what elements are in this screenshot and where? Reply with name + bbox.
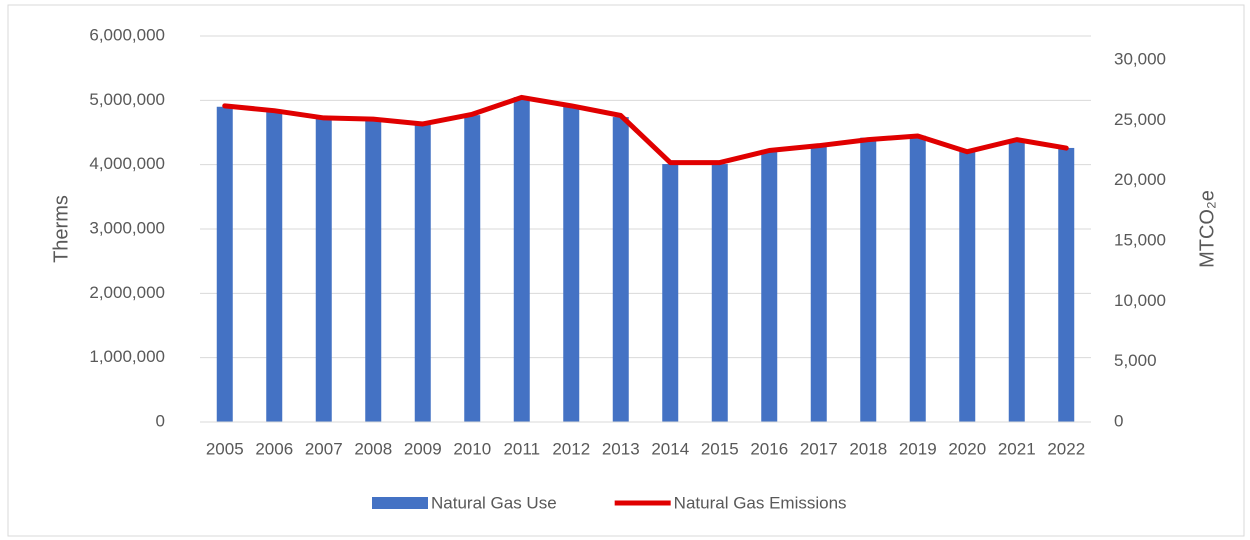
x-tick-label: 2021 bbox=[998, 439, 1036, 458]
bar bbox=[711, 164, 728, 423]
x-tick-label: 2005 bbox=[206, 439, 244, 458]
y2-tick-label: 10,000 bbox=[1114, 291, 1166, 310]
x-tick-label: 2015 bbox=[701, 439, 739, 458]
x-tick-label: 2018 bbox=[849, 439, 887, 458]
x-tick-label: 2022 bbox=[1047, 439, 1085, 458]
x-tick-label: 2006 bbox=[255, 439, 293, 458]
bar bbox=[1058, 147, 1075, 422]
x-tick-label: 2009 bbox=[404, 439, 442, 458]
y2-tick-label: 5,000 bbox=[1114, 351, 1157, 370]
bar bbox=[464, 115, 481, 422]
y-axis-title: Therms bbox=[50, 195, 72, 263]
y-tick-label: 3,000,000 bbox=[89, 218, 165, 237]
y-tick-label: 1,000,000 bbox=[89, 347, 165, 366]
x-tick-label: 2014 bbox=[651, 439, 689, 458]
bar bbox=[860, 137, 877, 422]
y-tick-label: 0 bbox=[156, 411, 165, 430]
y-tick-label: 4,000,000 bbox=[89, 154, 165, 173]
bar bbox=[959, 151, 976, 423]
legend-label: Natural Gas Emissions bbox=[674, 493, 847, 512]
bar bbox=[414, 124, 431, 423]
bar bbox=[612, 117, 629, 422]
x-tick-label: 2011 bbox=[503, 439, 540, 458]
bar bbox=[761, 149, 778, 422]
y2-tick-label: 30,000 bbox=[1114, 49, 1166, 68]
x-tick-label: 2008 bbox=[354, 439, 392, 458]
y2-axis-title: MTCO₂e bbox=[1196, 190, 1218, 268]
bar bbox=[662, 164, 679, 423]
x-tick-label: 2019 bbox=[899, 439, 937, 458]
legend-swatch bbox=[372, 497, 428, 509]
bar bbox=[563, 106, 580, 422]
x-tick-label: 2017 bbox=[800, 439, 838, 458]
bar bbox=[216, 106, 233, 423]
y2-tick-label: 25,000 bbox=[1114, 110, 1166, 129]
bar bbox=[365, 117, 382, 422]
bar bbox=[266, 110, 283, 423]
x-tick-label: 2013 bbox=[602, 439, 640, 458]
legend-label: Natural Gas Use bbox=[431, 493, 557, 512]
bar bbox=[810, 146, 827, 422]
bar bbox=[513, 97, 530, 422]
x-tick-label: 2012 bbox=[552, 439, 590, 458]
x-tick-label: 2010 bbox=[453, 439, 491, 458]
y-tick-label: 6,000,000 bbox=[89, 25, 165, 44]
line bbox=[222, 94, 1069, 166]
y2-tick-label: 0 bbox=[1114, 411, 1123, 430]
x-tick-label: 2007 bbox=[305, 439, 343, 458]
x-tick-label: 2020 bbox=[948, 439, 986, 458]
y-tick-label: 5,000,000 bbox=[89, 90, 165, 109]
y-tick-label: 2,000,000 bbox=[89, 283, 165, 302]
bar bbox=[1008, 139, 1025, 422]
bar bbox=[315, 117, 332, 422]
y2-tick-label: 15,000 bbox=[1114, 230, 1166, 249]
x-tick-label: 2016 bbox=[750, 439, 788, 458]
bar bbox=[909, 135, 926, 422]
y2-tick-label: 20,000 bbox=[1114, 170, 1166, 189]
